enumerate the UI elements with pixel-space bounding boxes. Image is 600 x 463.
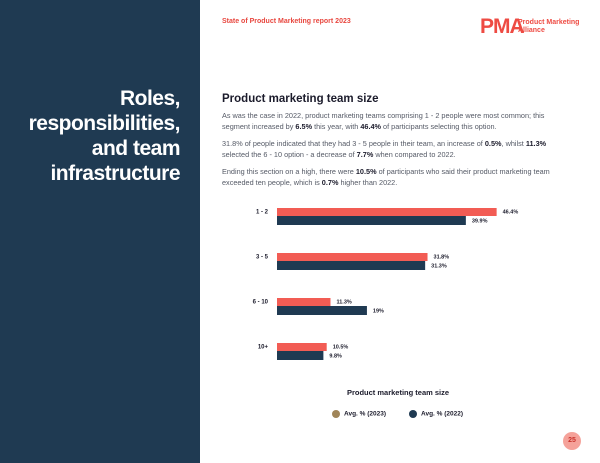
category-label: 1 - 2 <box>256 210 269 216</box>
value-label: 31.3% <box>431 263 447 269</box>
bar <box>277 351 324 360</box>
text-run: , whilst <box>501 139 526 148</box>
bar <box>277 261 426 270</box>
bold-text: 0.5% <box>484 139 502 148</box>
bar <box>277 298 331 306</box>
bar <box>277 253 428 261</box>
section-title: Product marketing team size <box>222 93 379 105</box>
value-label: 46.4% <box>503 209 519 215</box>
value-label: 11.3% <box>336 299 351 305</box>
bold-text: 0.7% <box>321 178 339 187</box>
text-run: selected the 6 - 10 option - a decrease … <box>222 150 357 159</box>
bold-text: 6.5% <box>295 122 313 131</box>
paragraph: Ending this section on a high, there wer… <box>222 166 562 188</box>
text-run: when compared to 2022. <box>373 150 456 159</box>
text-run: 31.8% of people indicated that they had … <box>222 139 485 148</box>
category-label: 10+ <box>258 345 269 351</box>
sidebar-heading: Roles, responsibilities, and team infrastru… <box>28 86 181 186</box>
sidebar: Roles, responsibilities, and team infrastru… <box>0 0 200 463</box>
paragraph: As was the case in 2022, product marketi… <box>222 110 562 132</box>
bold-text: 11.3% <box>525 139 547 148</box>
paragraph: 31.8% of people indicated that they had … <box>222 138 562 160</box>
report-title: State of Product Marketing report 2023 <box>222 18 351 25</box>
category-label: 3 - 5 <box>256 255 269 261</box>
chart-title: Product marketing team size <box>347 388 449 397</box>
bold-text: 7.7% <box>356 150 374 159</box>
category-label: 6 - 10 <box>253 300 269 306</box>
text-run: Ending this section on a high, there wer… <box>222 167 356 176</box>
heading-line: Roles, <box>119 87 181 110</box>
value-label: 9.8% <box>329 353 342 359</box>
text-run: As was the case in 2022, product marketi… <box>222 111 545 131</box>
value-label: 10.5% <box>333 344 349 350</box>
paragraphs: As was the case in 2022, product marketi… <box>222 110 562 194</box>
heading-line: and team <box>91 137 181 160</box>
text-run: higher than 2022. <box>338 178 398 187</box>
heading-line: infrastructure <box>50 162 180 185</box>
logo-line: Alliance <box>518 27 545 34</box>
text-run: of participants selecting this option. <box>381 122 497 131</box>
logo-line: Product Marketing <box>518 19 580 26</box>
bar <box>277 208 497 216</box>
page-number: 25 <box>563 432 581 450</box>
logo-text: Product Marketing Alliance <box>518 19 579 35</box>
bar <box>277 306 367 315</box>
legend-label: Avg. % (2022) <box>421 411 463 418</box>
legend-marker <box>409 410 417 418</box>
text-run: of participants who said their product m… <box>222 167 550 187</box>
value-label: 39.9% <box>472 218 488 224</box>
value-label: 31.8% <box>434 254 450 260</box>
heading-line: responsibilities, <box>28 112 181 135</box>
value-label: 19% <box>373 308 384 314</box>
bold-text: 46.4% <box>360 122 382 131</box>
legend-marker <box>332 410 340 418</box>
text-run: this year, with <box>312 122 361 131</box>
legend-label: Avg. % (2023) <box>344 411 386 418</box>
bold-text: 10.5% <box>355 167 377 176</box>
logo-mark: PMA <box>480 15 525 38</box>
bar <box>277 216 466 225</box>
bar <box>277 343 327 351</box>
